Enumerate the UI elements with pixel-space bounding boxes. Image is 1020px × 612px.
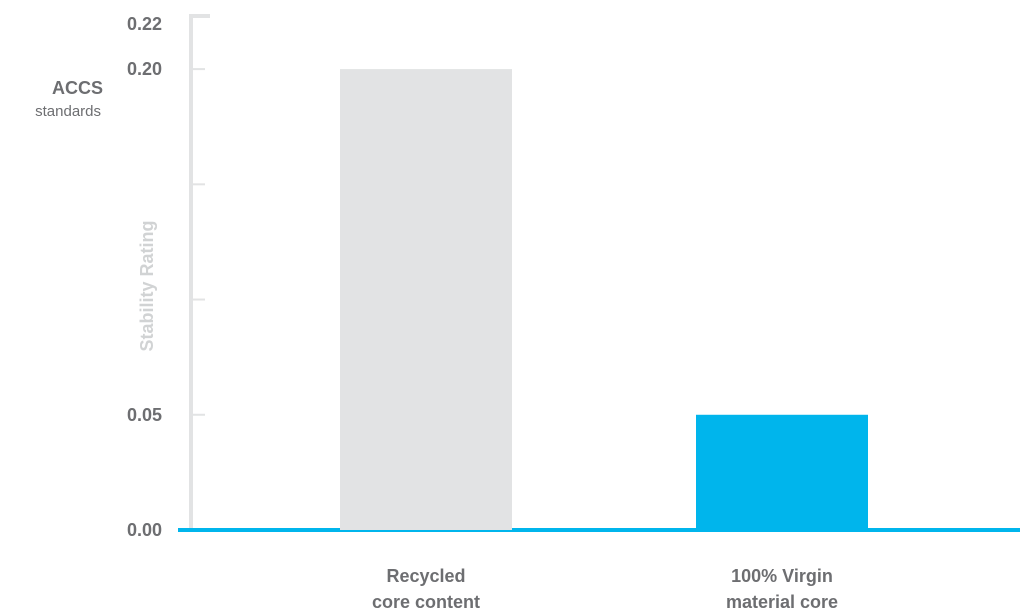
reference-label-title: ACCS bbox=[52, 78, 103, 98]
reference-label-subtitle: standards bbox=[35, 103, 101, 120]
bar bbox=[696, 414, 868, 530]
y-tick-label: 0.05 bbox=[127, 405, 162, 425]
x-category-label: Recycled bbox=[386, 566, 465, 586]
y-axis bbox=[178, 14, 1020, 532]
bar bbox=[340, 69, 512, 530]
bars bbox=[340, 69, 868, 530]
x-category-label: 100% Virgin bbox=[731, 566, 833, 586]
y-axis-title: Stability Rating bbox=[137, 220, 157, 351]
y-tick-label: 0.20 bbox=[127, 59, 162, 79]
y-tick-label: 0.00 bbox=[127, 520, 162, 540]
y-tick-label: 0.22 bbox=[127, 14, 162, 34]
x-category-label: material core bbox=[726, 592, 838, 612]
x-category-label: core content bbox=[372, 592, 480, 612]
labels: 0.00 0.05 0.20 0.22 Recycled core content 100%… bbox=[127, 14, 838, 612]
